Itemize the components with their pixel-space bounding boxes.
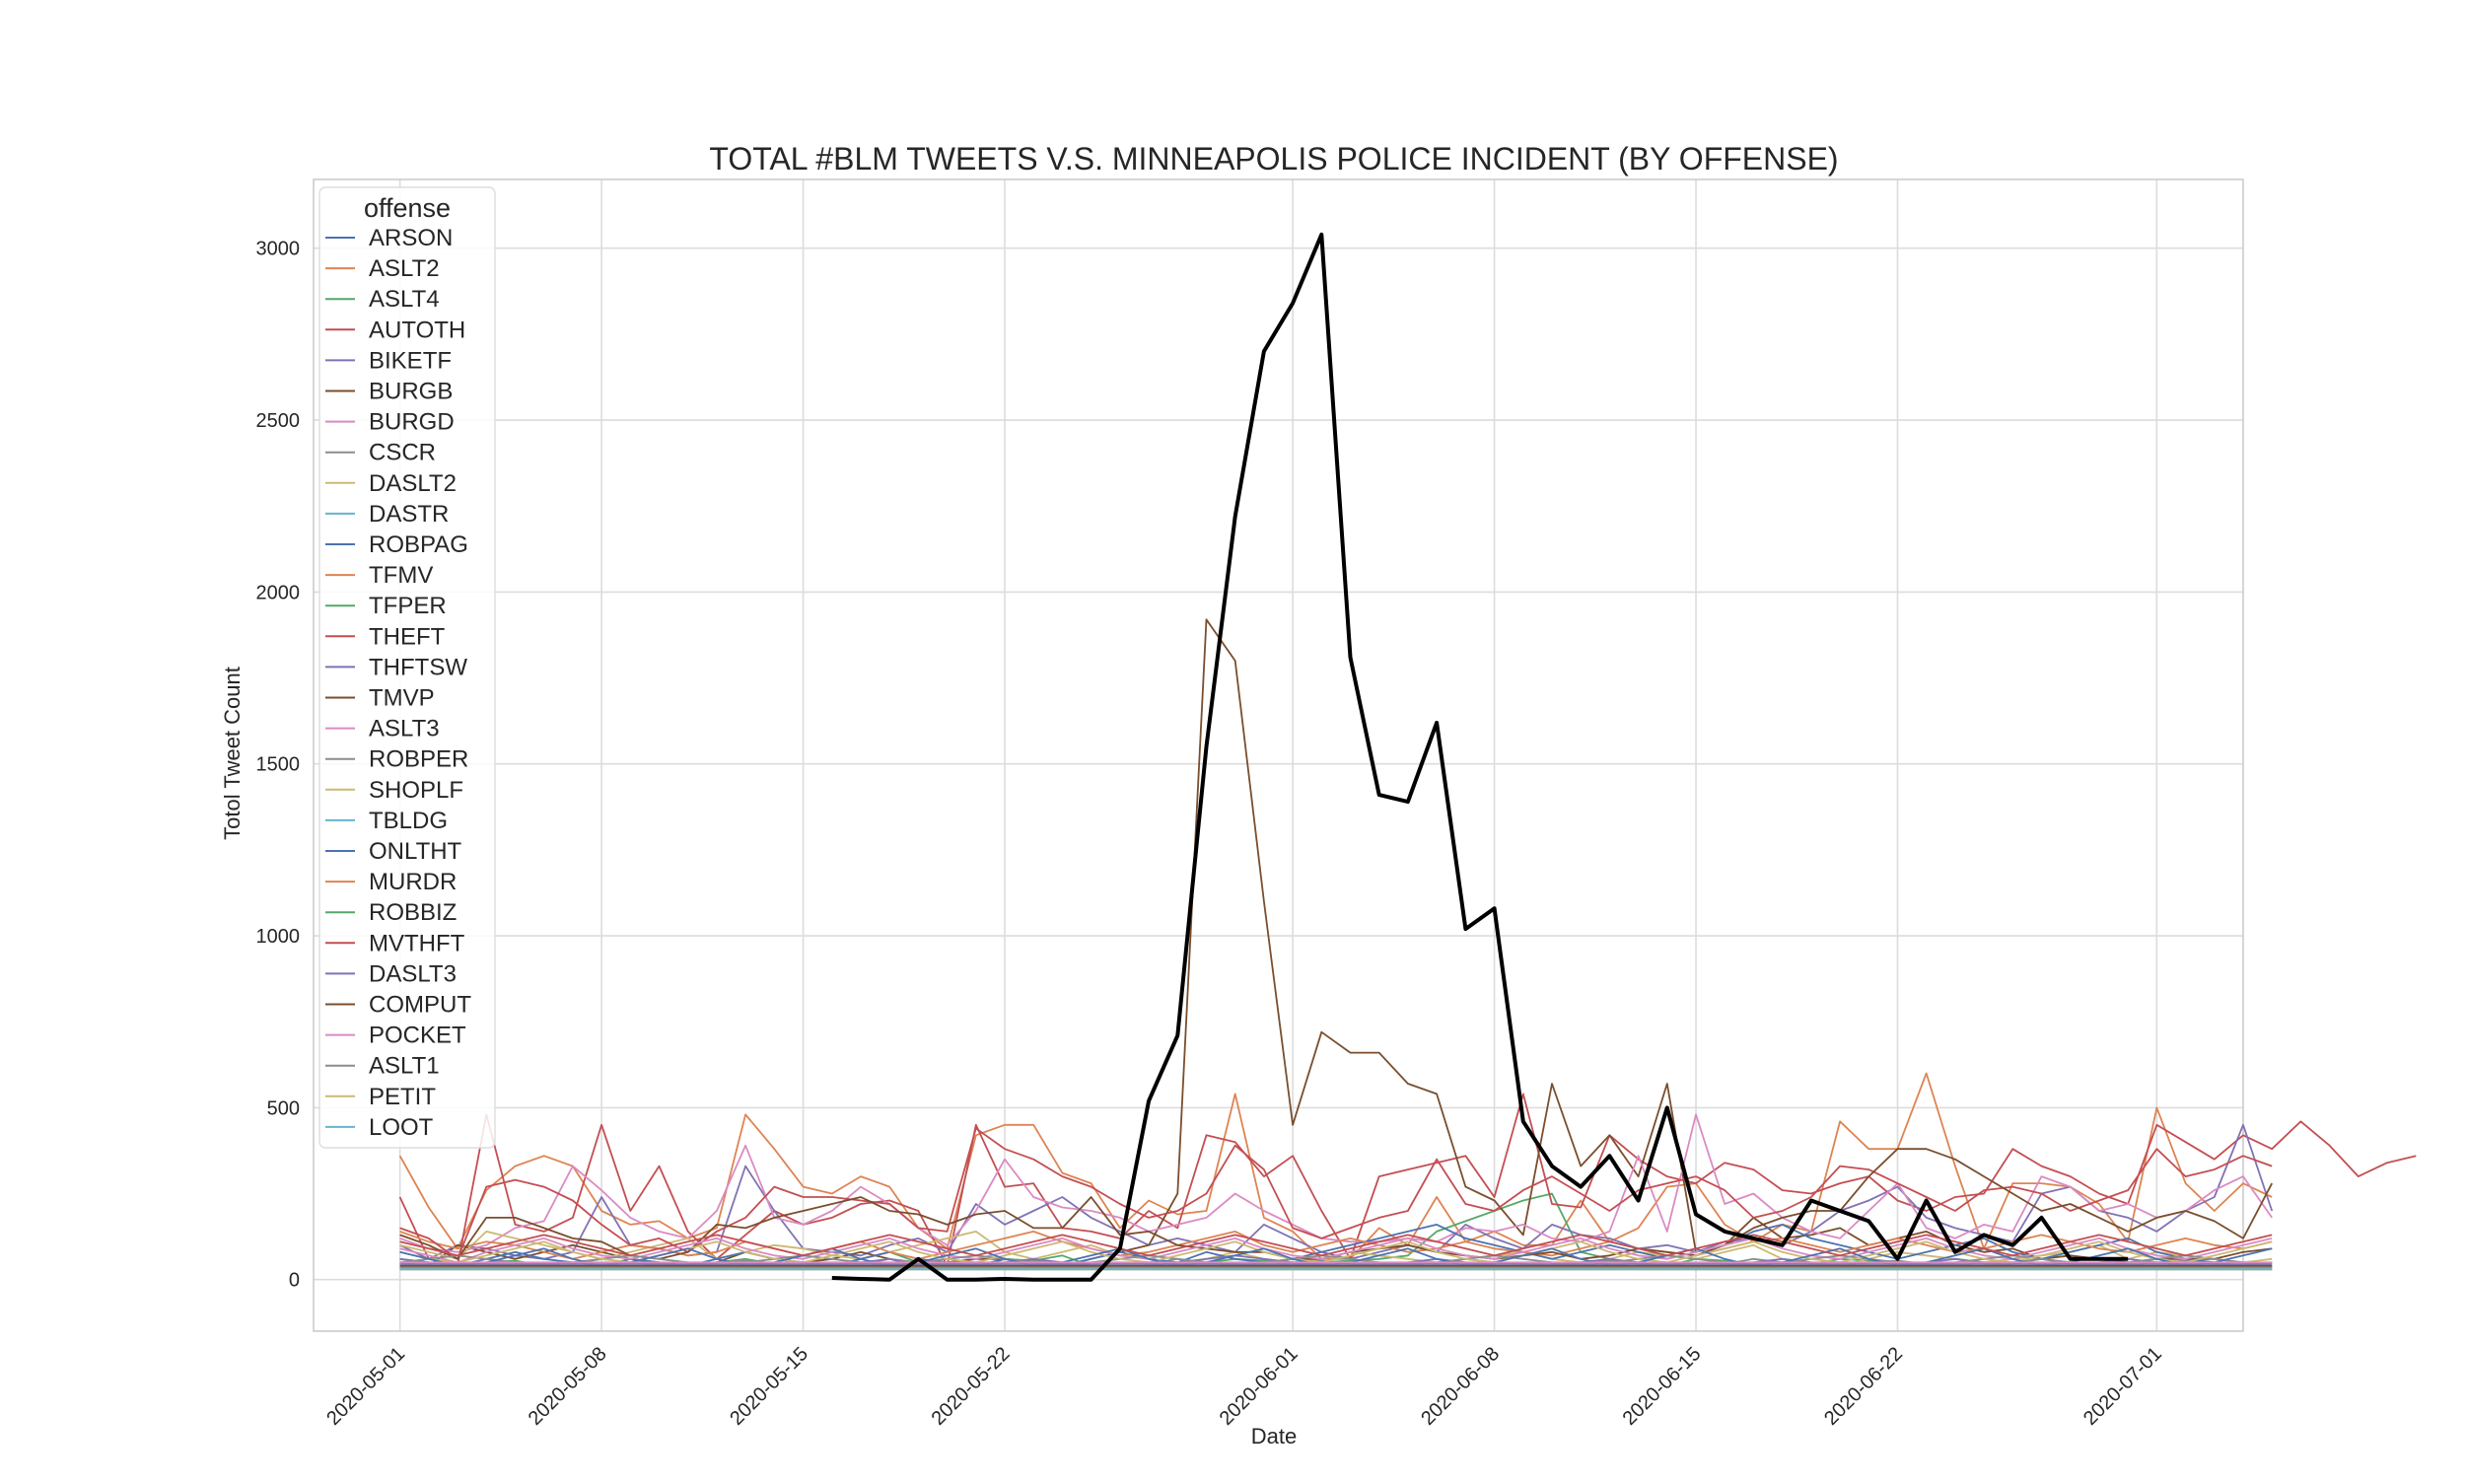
x-tick-label: 2020-05-22 (928, 1343, 1015, 1430)
x-tick-label: 2020-05-01 (322, 1343, 409, 1430)
series-line-autoth (398, 1093, 2417, 1267)
legend-label: ASLT3 (369, 716, 440, 742)
x-tick-label: 2020-05-15 (726, 1343, 812, 1430)
plot-frame (313, 178, 2244, 1332)
x-tick-label: 2020-06-22 (1820, 1343, 1907, 1430)
legend-label: BURGD (369, 409, 455, 436)
series-line-aslt2 (398, 1072, 2273, 1260)
y-tick-label: 1500 (256, 754, 301, 776)
y-tick-label: 2000 (256, 582, 301, 603)
y-tick-label: 2500 (256, 410, 301, 432)
legend-label: COMPUT (369, 992, 471, 1019)
series-line-robpag (399, 1224, 2273, 1267)
x-tick-label: 2020-05-08 (525, 1343, 611, 1430)
legend-label: ROBPAG (369, 531, 468, 558)
x-axis-label: Date (1251, 1424, 1297, 1449)
legend-label: MURDR (369, 869, 457, 895)
y-tick-label: 0 (289, 1270, 300, 1292)
legend-label: BURGB (369, 379, 453, 405)
y-tick-label: 1000 (256, 926, 301, 948)
series-line-total-tweets (831, 232, 2129, 1282)
legend-label: ARSON (369, 225, 453, 251)
legend-label: THFTSW (369, 654, 467, 680)
legend-label: ONLTHT (369, 838, 462, 865)
x-tick-label: 2020-06-08 (1417, 1343, 1504, 1430)
series-line-theft (399, 1127, 2273, 1260)
legend-box (318, 186, 496, 1149)
legend-label: POCKET (369, 1023, 466, 1049)
legend-label: DASLT3 (369, 960, 457, 987)
legend-label: LOOT (369, 1114, 434, 1141)
y-tick-label: 3000 (256, 239, 301, 260)
x-tick-label: 2020-06-15 (1619, 1343, 1706, 1430)
legend-label: ASLT1 (369, 1053, 440, 1080)
x-tick-label: 2020-06-01 (1216, 1343, 1303, 1430)
y-axis-label: Totol Tweet Count (220, 667, 245, 840)
chart-title: TOTAL #BLM TWEETS V.S. MINNEAPOLIS POLIC… (709, 141, 1838, 177)
legend-label: ROBBIZ (369, 899, 457, 926)
legend-label: CSCR (369, 440, 436, 466)
legend-label: ROBPER (369, 746, 468, 773)
legend-label: AUTOTH (369, 317, 465, 343)
x-tick-label: 2020-07-01 (2079, 1343, 2166, 1430)
legend-label: TFMV (369, 562, 433, 589)
series-line-burgb (399, 618, 2273, 1267)
legend-label: PETIT (369, 1084, 436, 1110)
legend-label: TFPER (369, 593, 447, 619)
legend-label: TMVP (369, 685, 435, 712)
legend-label: SHOPLF (369, 777, 463, 804)
legend-title: offense (364, 193, 451, 223)
legend-label: DASTR (369, 501, 449, 528)
legend-label: THEFT (369, 623, 446, 650)
legend-label: BIKETF (369, 347, 452, 374)
series-line-shoplf (399, 1240, 2273, 1264)
legend-label: ASLT2 (369, 255, 440, 282)
y-tick-label: 500 (267, 1097, 300, 1119)
legend-label: MVTHFT (369, 930, 465, 956)
legend-label: ASLT4 (369, 286, 440, 313)
legend-label: TBLDG (369, 808, 448, 834)
series-line-burgd (399, 1113, 2273, 1253)
series-line-mvthft (399, 1234, 2273, 1257)
legend-label: DASLT2 (369, 470, 457, 497)
